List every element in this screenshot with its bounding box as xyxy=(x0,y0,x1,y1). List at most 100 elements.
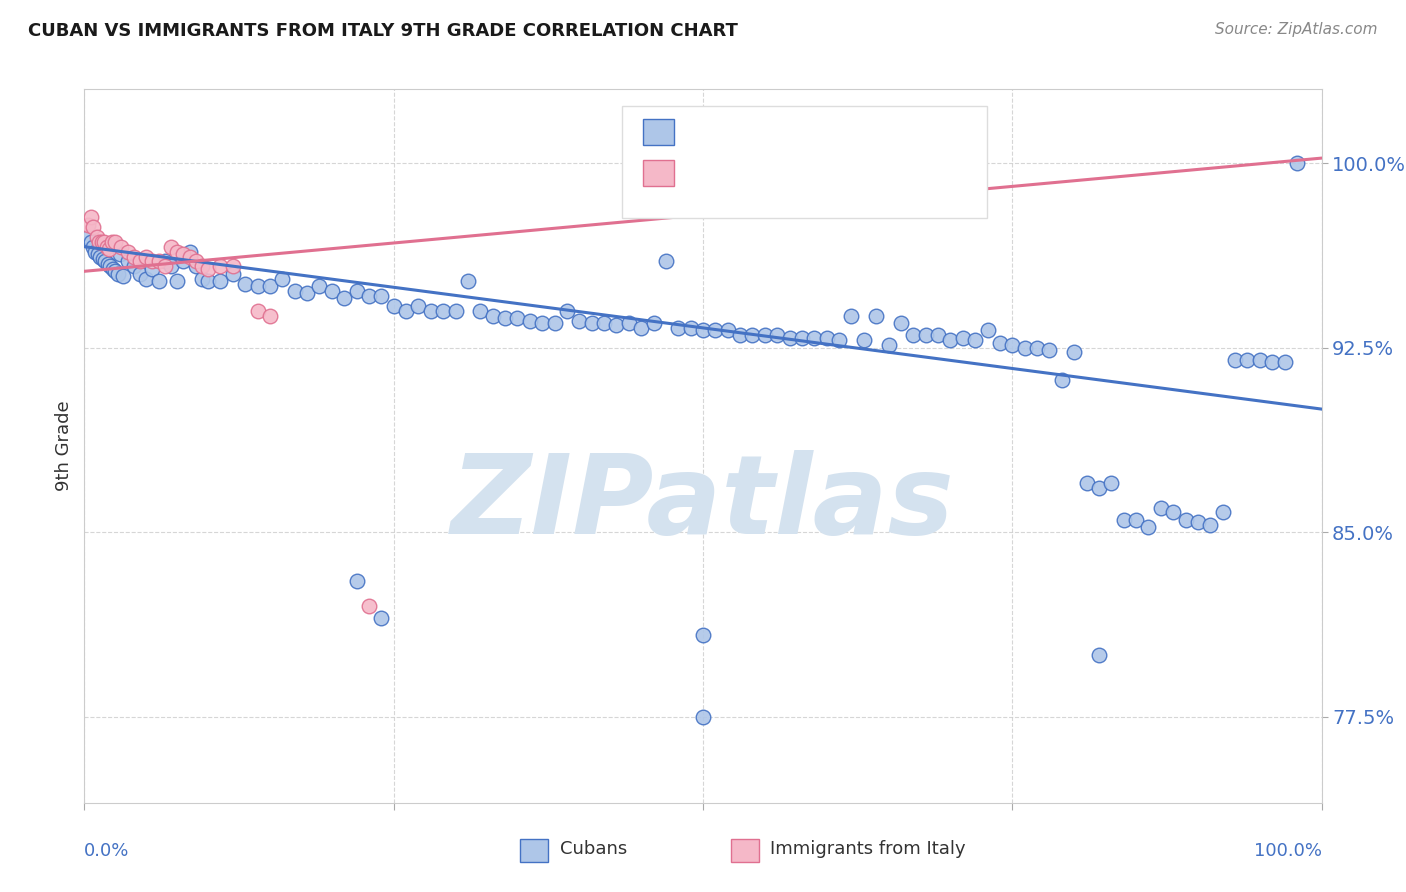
Point xyxy=(104,264,127,278)
Point xyxy=(246,303,269,318)
Point xyxy=(101,261,124,276)
Point xyxy=(222,260,245,274)
Point xyxy=(1125,513,1147,527)
Point xyxy=(370,611,392,625)
Point xyxy=(77,230,100,244)
Point xyxy=(117,254,139,268)
Point xyxy=(1236,352,1258,367)
Text: R = −0.241   N = 109: R = −0.241 N = 109 xyxy=(685,121,903,139)
Point xyxy=(110,240,132,254)
Point xyxy=(692,709,714,723)
Point xyxy=(1137,520,1160,534)
Point xyxy=(233,277,256,291)
Point xyxy=(172,254,194,268)
Point xyxy=(1285,156,1308,170)
Point xyxy=(1249,352,1271,367)
Point xyxy=(1076,475,1098,490)
Point xyxy=(419,303,441,318)
Point xyxy=(531,316,554,330)
Point xyxy=(94,254,117,268)
Text: Source: ZipAtlas.com: Source: ZipAtlas.com xyxy=(1215,22,1378,37)
Point xyxy=(82,219,104,234)
Point xyxy=(927,328,949,343)
Point xyxy=(605,318,627,333)
Point xyxy=(643,316,665,330)
Point xyxy=(679,321,702,335)
Point xyxy=(107,267,129,281)
Point xyxy=(357,599,380,613)
Point xyxy=(89,235,111,249)
Point xyxy=(581,316,603,330)
Point xyxy=(308,279,330,293)
Point xyxy=(408,299,430,313)
Point xyxy=(1112,513,1135,527)
Point xyxy=(370,289,392,303)
Point xyxy=(1150,500,1173,515)
Point xyxy=(815,331,838,345)
Point xyxy=(841,309,863,323)
Point xyxy=(160,240,183,254)
Point xyxy=(519,313,541,327)
Point xyxy=(135,250,157,264)
Point xyxy=(1199,517,1222,532)
Point xyxy=(877,338,900,352)
Point xyxy=(135,271,157,285)
Point xyxy=(1088,648,1111,662)
Point xyxy=(141,261,163,276)
Point xyxy=(197,274,219,288)
Point xyxy=(259,309,281,323)
Point xyxy=(166,274,188,288)
Point xyxy=(655,254,678,268)
Point xyxy=(98,242,121,256)
Point xyxy=(346,574,368,589)
Text: CUBAN VS IMMIGRANTS FROM ITALY 9TH GRADE CORRELATION CHART: CUBAN VS IMMIGRANTS FROM ITALY 9TH GRADE… xyxy=(28,22,738,40)
Point xyxy=(179,244,201,259)
Point xyxy=(166,244,188,259)
Text: R =  0.209   N =  31: R = 0.209 N = 31 xyxy=(685,162,903,180)
Point xyxy=(1161,505,1184,519)
Point xyxy=(1223,352,1246,367)
Point xyxy=(197,261,219,276)
Point xyxy=(988,335,1011,350)
Point xyxy=(184,254,207,268)
Point xyxy=(593,316,616,330)
Point xyxy=(191,260,214,274)
Y-axis label: 9th Grade: 9th Grade xyxy=(55,401,73,491)
Point xyxy=(903,328,925,343)
Point xyxy=(117,244,139,259)
Point xyxy=(692,323,714,337)
Text: Immigrants from Italy: Immigrants from Italy xyxy=(770,840,966,858)
Point xyxy=(939,333,962,347)
Point xyxy=(191,271,214,285)
Point xyxy=(914,328,936,343)
Point xyxy=(346,284,368,298)
Point xyxy=(444,303,467,318)
Point xyxy=(481,309,503,323)
Point xyxy=(184,260,207,274)
Point xyxy=(209,274,232,288)
Point xyxy=(79,210,101,224)
Point xyxy=(148,274,170,288)
Point xyxy=(153,254,176,268)
Point xyxy=(97,257,120,271)
Point xyxy=(766,328,789,343)
Point xyxy=(141,254,163,268)
Point xyxy=(1174,513,1197,527)
Point xyxy=(704,323,727,337)
Point xyxy=(84,244,107,259)
Point xyxy=(1212,505,1234,519)
Point xyxy=(717,323,740,337)
Point xyxy=(259,279,281,293)
Point xyxy=(1187,516,1209,530)
Point xyxy=(148,254,170,268)
Point xyxy=(357,289,380,303)
Point xyxy=(828,333,851,347)
Point xyxy=(976,323,998,337)
Point xyxy=(382,299,405,313)
Point xyxy=(494,311,516,326)
Point xyxy=(1261,355,1284,369)
Point xyxy=(122,250,145,264)
Point xyxy=(803,331,825,345)
Point xyxy=(79,235,101,249)
Point xyxy=(1063,345,1085,359)
